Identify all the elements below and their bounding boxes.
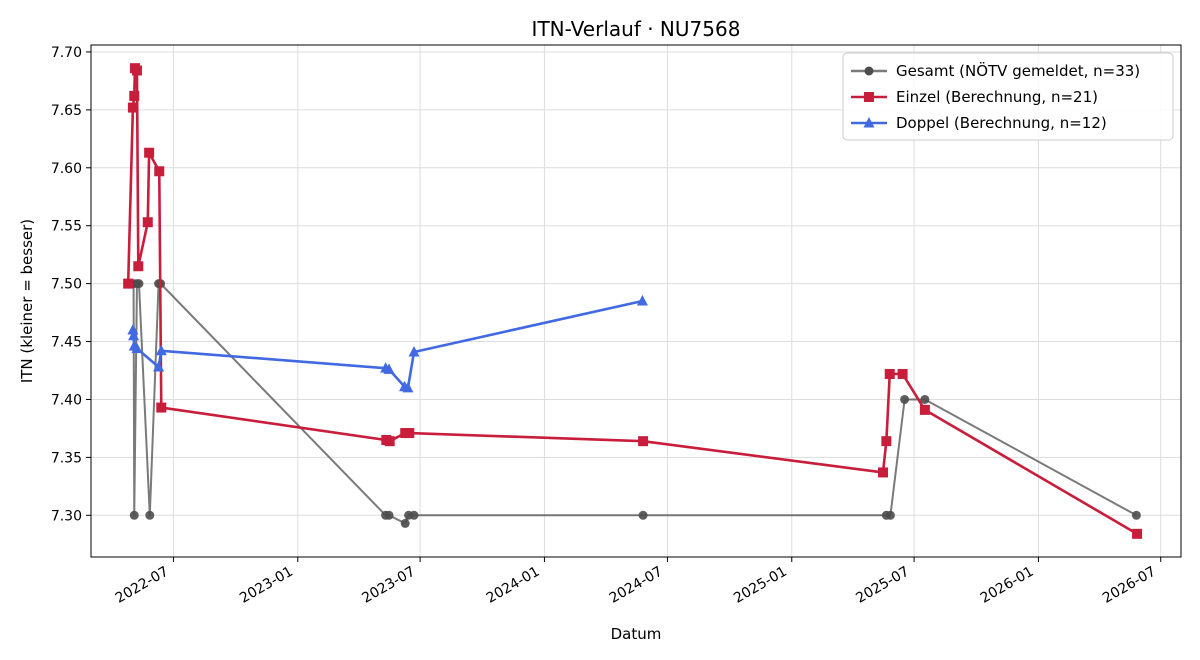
series-einzel bbox=[123, 63, 1143, 539]
data-point-gesamt bbox=[145, 510, 155, 520]
y-tick-label: 7.40 bbox=[51, 392, 82, 408]
legend-item-doppel: Doppel (Berechnung, n=12) bbox=[851, 114, 1107, 132]
legend-item-gesamt: Gesamt (NÖTV gemeldet, n=33) bbox=[851, 61, 1140, 80]
data-point-doppel bbox=[153, 361, 165, 372]
data-point-einzel bbox=[144, 147, 155, 158]
data-point-doppel bbox=[131, 342, 143, 353]
y-axis-label: ITN (kleiner = besser) bbox=[18, 219, 36, 383]
data-point-gesamt bbox=[1131, 510, 1141, 520]
data-point-doppel bbox=[402, 381, 414, 393]
legend-marker bbox=[864, 66, 874, 76]
data-point-einzel bbox=[154, 166, 165, 177]
y-tick-label: 7.35 bbox=[51, 450, 82, 466]
series-layer bbox=[123, 63, 1143, 539]
data-point-einzel bbox=[884, 368, 895, 379]
legend-marker bbox=[863, 117, 875, 128]
data-point-einzel bbox=[142, 217, 153, 228]
data-point-doppel bbox=[636, 295, 648, 306]
data-point-gesamt bbox=[400, 518, 410, 528]
plot-frame bbox=[90, 44, 1182, 558]
series-doppel bbox=[127, 295, 648, 393]
data-point-einzel bbox=[129, 90, 140, 101]
y-tick-label: 7.70 bbox=[51, 45, 82, 61]
y-tick-label: 7.65 bbox=[51, 103, 82, 119]
data-point-doppel bbox=[155, 344, 167, 356]
legend-label: Doppel (Berechnung, n=12) bbox=[896, 114, 1107, 132]
data-point-gesamt bbox=[900, 394, 910, 404]
data-point-einzel bbox=[123, 278, 134, 289]
legend-marker bbox=[864, 92, 874, 102]
y-tick-label: 7.30 bbox=[51, 508, 82, 524]
y-tick-label: 7.50 bbox=[51, 277, 82, 293]
data-point-gesamt bbox=[384, 510, 394, 520]
legend-item-einzel: Einzel (Berechnung, n=21) bbox=[851, 88, 1098, 106]
data-point-gesamt bbox=[129, 510, 139, 520]
data-point-einzel bbox=[156, 402, 167, 413]
y-tick-label: 7.55 bbox=[51, 219, 82, 235]
legend-box bbox=[842, 52, 1174, 141]
data-point-einzel bbox=[881, 436, 892, 447]
data-point-gesamt bbox=[409, 510, 419, 520]
data-point-einzel bbox=[877, 467, 888, 478]
legend-label: Einzel (Berechnung, n=21) bbox=[896, 88, 1098, 106]
data-point-einzel bbox=[127, 102, 138, 113]
data-point-doppel bbox=[408, 345, 420, 357]
data-point-gesamt bbox=[920, 394, 930, 404]
data-point-gesamt bbox=[638, 510, 648, 520]
legend-label: Gesamt (NÖTV gemeldet, n=33) bbox=[896, 61, 1140, 80]
y-axis: 7.30 7.35 7.40 7.45 7.50 7.55 7.60 7.65 7.70 bbox=[51, 45, 91, 524]
data-point-einzel bbox=[638, 436, 649, 447]
legend: Gesamt (NÖTV gemeldet, n=33) Einzel (Bere… bbox=[842, 52, 1174, 141]
x-axis-label: Datum bbox=[611, 625, 662, 643]
data-point-einzel bbox=[1132, 528, 1143, 539]
data-point-doppel bbox=[383, 363, 395, 374]
data-point-doppel bbox=[128, 329, 140, 341]
data-point-gesamt bbox=[134, 279, 144, 289]
data-point-gesamt bbox=[885, 510, 895, 520]
data-point-einzel bbox=[919, 404, 930, 415]
data-point-einzel bbox=[133, 261, 144, 272]
data-point-doppel bbox=[127, 323, 139, 335]
data-point-einzel bbox=[384, 436, 395, 447]
y-tick-label: 7.60 bbox=[51, 161, 82, 177]
data-point-einzel bbox=[404, 428, 415, 439]
data-point-einzel bbox=[131, 65, 142, 76]
y-tick-label: 7.45 bbox=[51, 335, 82, 351]
data-point-einzel bbox=[897, 368, 908, 379]
chart-title: ITN-Verlauf · NU7568 bbox=[532, 17, 741, 41]
